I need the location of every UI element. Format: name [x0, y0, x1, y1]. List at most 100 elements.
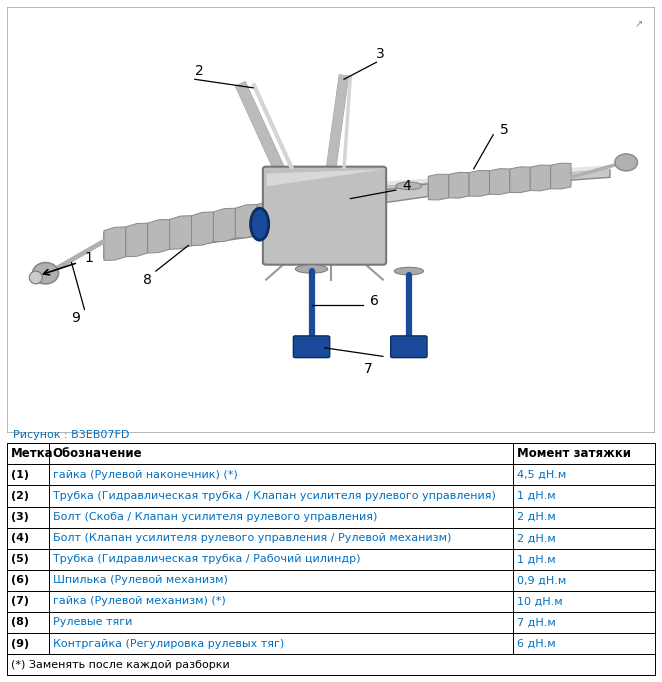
Polygon shape: [469, 170, 489, 196]
Bar: [512, 633, 655, 654]
Polygon shape: [191, 212, 213, 246]
Text: 1 дН.м: 1 дН.м: [516, 554, 555, 564]
Bar: [7, 591, 49, 612]
Text: 7 дН.м: 7 дН.м: [516, 617, 555, 627]
Ellipse shape: [295, 265, 328, 273]
Text: Рулевые тяги: Рулевые тяги: [53, 617, 132, 627]
Text: (8): (8): [11, 617, 28, 627]
Bar: [7, 569, 49, 591]
Bar: [7, 633, 49, 654]
Text: 4: 4: [402, 179, 411, 193]
Bar: [49, 443, 512, 464]
FancyBboxPatch shape: [293, 336, 330, 357]
Text: гайка (Рулевой механизм) (*): гайка (Рулевой механизм) (*): [53, 596, 226, 606]
Text: 6 дН.м: 6 дН.м: [516, 638, 555, 649]
Text: Обозначение: Обозначение: [53, 447, 142, 460]
Bar: [49, 633, 512, 654]
Text: (6): (6): [11, 576, 28, 585]
Bar: [7, 507, 49, 528]
Text: (7): (7): [11, 596, 28, 606]
Polygon shape: [551, 163, 571, 189]
Bar: [512, 528, 655, 549]
Bar: [7, 464, 49, 486]
Text: Момент затяжки: Момент затяжки: [516, 447, 630, 460]
Text: 10 дН.м: 10 дН.м: [516, 596, 562, 606]
Polygon shape: [104, 227, 126, 261]
Polygon shape: [169, 216, 191, 249]
Text: (9): (9): [11, 638, 28, 649]
Polygon shape: [489, 168, 510, 194]
Text: 2 дН.м: 2 дН.м: [516, 533, 555, 543]
Bar: [512, 612, 655, 633]
Text: ↗: ↗: [634, 20, 642, 29]
Text: Болт (Клапан усилителя рулевого управления / Рулевой механизм): Болт (Клапан усилителя рулевого управлен…: [53, 533, 451, 543]
Polygon shape: [148, 220, 169, 253]
Ellipse shape: [395, 267, 424, 275]
Text: 2: 2: [195, 63, 203, 78]
Text: (3): (3): [11, 512, 28, 522]
Text: Шпилька (Рулевой механизм): Шпилька (Рулевой механизм): [53, 576, 228, 585]
Text: Трубка (Гидравлическая трубка / Рабочий цилиндр): Трубка (Гидравлическая трубка / Рабочий …: [53, 554, 360, 564]
Text: Рисунок : B3EB07FD: Рисунок : B3EB07FD: [13, 430, 130, 440]
Ellipse shape: [29, 271, 42, 284]
Text: 6: 6: [370, 294, 379, 308]
Polygon shape: [383, 183, 428, 203]
Bar: [7, 528, 49, 549]
Polygon shape: [213, 208, 235, 242]
Polygon shape: [235, 205, 258, 238]
Bar: [7, 654, 655, 675]
Text: Контргайка (Регулировка рулевых тяг): Контргайка (Регулировка рулевых тяг): [53, 638, 284, 649]
Text: 7: 7: [363, 362, 372, 376]
Bar: [49, 464, 512, 486]
Ellipse shape: [396, 182, 422, 190]
Text: гайка (Рулевой наконечник) (*): гайка (Рулевой наконечник) (*): [53, 470, 238, 480]
Text: Болт (Скоба / Клапан усилителя рулевого управления): Болт (Скоба / Клапан усилителя рулевого …: [53, 512, 377, 522]
Polygon shape: [530, 165, 551, 191]
Bar: [49, 612, 512, 633]
Polygon shape: [126, 223, 148, 256]
Polygon shape: [510, 167, 530, 192]
Text: 1 дН.м: 1 дН.м: [516, 491, 555, 501]
Text: 8: 8: [143, 273, 152, 286]
Text: (1): (1): [11, 470, 28, 480]
Bar: [512, 549, 655, 569]
Bar: [49, 569, 512, 591]
Text: Метка: Метка: [11, 447, 53, 460]
Bar: [512, 443, 655, 464]
Bar: [49, 486, 512, 507]
Text: 2 дН.м: 2 дН.м: [516, 512, 555, 522]
Text: (5): (5): [11, 554, 28, 564]
Polygon shape: [318, 169, 610, 198]
Text: (4): (4): [11, 533, 28, 543]
FancyBboxPatch shape: [263, 166, 386, 265]
Text: 5: 5: [500, 123, 508, 138]
Text: (*) Заменять после каждой разборки: (*) Заменять после каждой разборки: [11, 659, 229, 670]
Text: 9: 9: [71, 311, 80, 325]
Bar: [49, 549, 512, 569]
Text: 4,5 дН.м: 4,5 дН.м: [516, 470, 566, 480]
Text: (2): (2): [11, 491, 28, 501]
Bar: [7, 549, 49, 569]
Bar: [512, 486, 655, 507]
Ellipse shape: [32, 263, 58, 284]
Ellipse shape: [615, 154, 638, 171]
Ellipse shape: [250, 208, 269, 240]
Polygon shape: [428, 174, 449, 200]
FancyBboxPatch shape: [391, 336, 427, 357]
Bar: [49, 507, 512, 528]
Bar: [7, 443, 49, 464]
Ellipse shape: [297, 179, 326, 188]
Bar: [7, 612, 49, 633]
Bar: [512, 464, 655, 486]
Polygon shape: [104, 207, 279, 258]
Bar: [512, 507, 655, 528]
Text: 1: 1: [85, 251, 93, 265]
Text: 3: 3: [377, 46, 385, 61]
Text: Трубка (Гидравлическая трубка / Клапан усилителя рулевого управления): Трубка (Гидравлическая трубка / Клапан у…: [53, 491, 496, 501]
Polygon shape: [258, 201, 279, 235]
Text: 0,9 дН.м: 0,9 дН.м: [516, 576, 566, 585]
Bar: [512, 591, 655, 612]
Polygon shape: [449, 173, 469, 198]
Bar: [49, 591, 512, 612]
Bar: [7, 486, 49, 507]
